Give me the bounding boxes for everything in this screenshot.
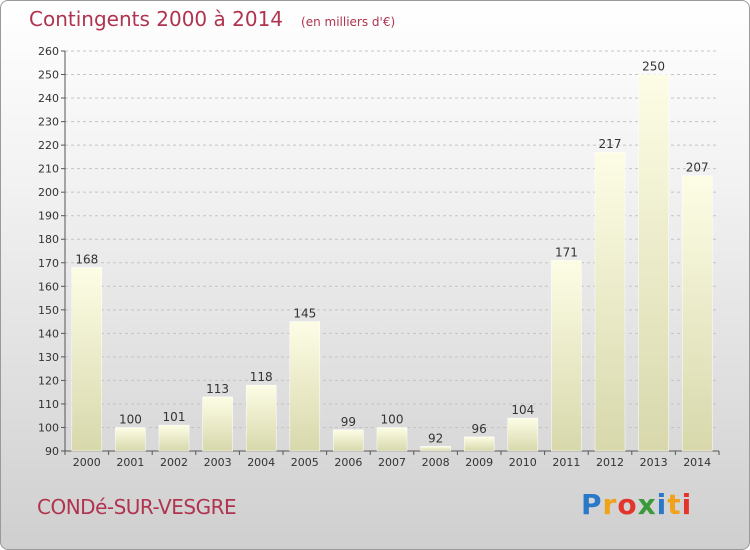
bar <box>551 260 582 452</box>
y-tick-label: 200 <box>38 186 59 199</box>
bar-value-label: 168 <box>75 252 98 266</box>
x-tick-label: 2008 <box>422 456 450 469</box>
bar <box>289 321 321 452</box>
bar <box>376 427 408 452</box>
bar-value-label: 99 <box>341 415 356 429</box>
bar <box>158 424 190 452</box>
bar-value-label: 92 <box>428 431 443 445</box>
bar-value-label: 250 <box>642 60 665 74</box>
y-tick-label: 110 <box>38 398 59 411</box>
x-tick-label: 2009 <box>465 456 493 469</box>
chart-title-text: Contingents 2000 à 2014 <box>29 7 284 31</box>
bar-value-label: 207 <box>686 161 709 175</box>
logo-letter: i <box>681 488 693 521</box>
logo-letter: x <box>637 488 657 521</box>
town-name: CONDé-SUR-VESGRE <box>37 495 237 519</box>
y-tick-label: 190 <box>38 210 59 223</box>
x-tick-label: 2013 <box>640 456 668 469</box>
bar-value-label: 113 <box>206 382 229 396</box>
x-tick-label: 2010 <box>509 456 537 469</box>
y-tick-label: 160 <box>38 280 59 293</box>
y-tick-label: 250 <box>38 69 59 82</box>
x-tick-label: 2006 <box>334 456 362 469</box>
bar <box>594 151 626 452</box>
y-tick-label: 220 <box>38 139 59 152</box>
x-tick-label: 2004 <box>247 456 275 469</box>
y-tick-label: 100 <box>38 421 59 434</box>
bar-value-label: 171 <box>555 245 578 259</box>
bars <box>71 74 713 452</box>
bar <box>333 429 364 452</box>
bar <box>420 446 451 452</box>
bar <box>681 175 713 452</box>
y-tick-label: 150 <box>38 304 59 317</box>
y-tick-label: 180 <box>38 233 59 246</box>
chart-title: Contingents 2000 à 2014 (en milliers d'€) <box>29 7 395 31</box>
bar-value-label: 118 <box>250 370 273 384</box>
bar <box>245 384 277 452</box>
y-tick-label: 260 <box>38 45 59 58</box>
bar <box>463 436 495 452</box>
x-tick-label: 2001 <box>116 456 144 469</box>
bar <box>202 396 233 452</box>
bar-value-label: 100 <box>119 412 142 426</box>
y-tick-label: 230 <box>38 116 59 129</box>
x-tick-label: 2007 <box>378 456 406 469</box>
y-tick-label: 140 <box>38 327 59 340</box>
proxiti-logo: Proxiti <box>581 488 692 521</box>
y-tick-label: 120 <box>38 374 59 387</box>
bar-value-label: 101 <box>163 410 186 424</box>
logo-letter: t <box>667 488 682 521</box>
x-tick-label: 2011 <box>552 456 580 469</box>
y-tick-label: 210 <box>38 163 59 176</box>
logo-letter: P <box>581 488 603 521</box>
bar <box>71 267 103 452</box>
x-tick-label: 2002 <box>160 456 188 469</box>
bar-value-label: 96 <box>472 422 487 436</box>
y-tick-label: 240 <box>38 92 59 105</box>
bar <box>507 417 539 452</box>
y-tick-label: 130 <box>38 351 59 364</box>
chart-subtitle: (en milliers d'€) <box>301 15 396 29</box>
y-tick-label: 90 <box>45 445 59 458</box>
bar-value-label: 145 <box>293 307 316 321</box>
y-tick-label: 170 <box>38 257 59 270</box>
logo-letter: o <box>617 488 638 521</box>
bar <box>115 427 146 452</box>
x-tick-label: 2014 <box>683 456 711 469</box>
bar-value-label: 104 <box>511 403 534 417</box>
axes: 90 100 110 120 130 140 150 160 170 180 190 200 210 22… <box>38 45 720 458</box>
x-tick-label: 2012 <box>596 456 624 469</box>
x-tick-label: 2005 <box>291 456 319 469</box>
value-labels: 168 2000 100 2001 101 2002 113 2003 118 2004 145 20… <box>73 60 711 469</box>
bar-value-label: 217 <box>599 137 622 151</box>
x-tick-label: 2000 <box>73 456 101 469</box>
logo-letter: i <box>656 488 668 521</box>
bar <box>638 74 669 452</box>
logo-letter: r <box>602 488 618 521</box>
bar-value-label: 100 <box>381 412 404 426</box>
x-tick-label: 2003 <box>204 456 232 469</box>
